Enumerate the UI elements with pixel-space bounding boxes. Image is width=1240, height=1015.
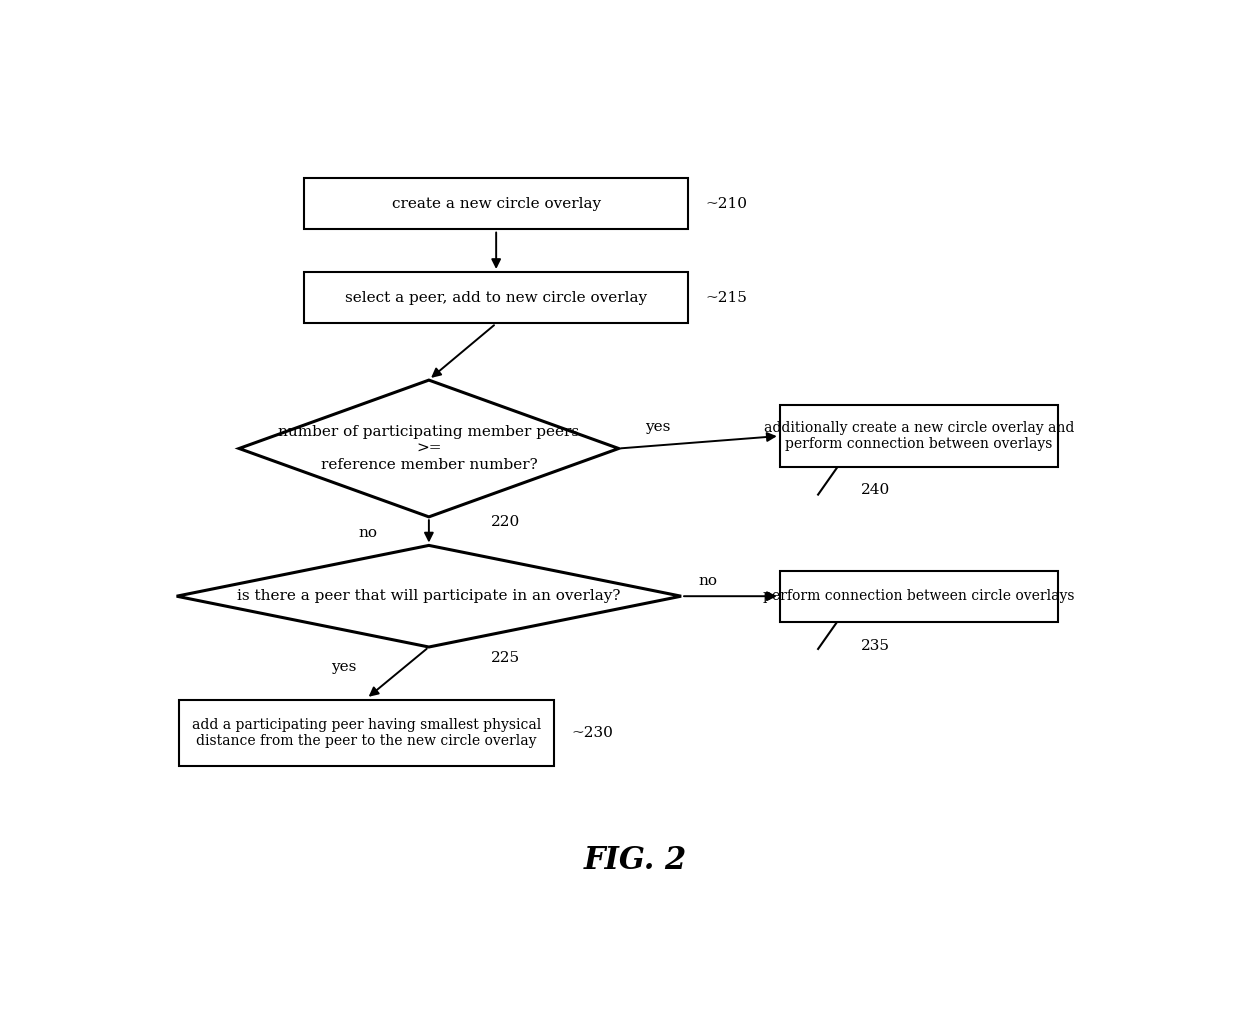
Text: ~230: ~230 [572,726,613,740]
Text: no: no [698,574,717,589]
Bar [780,405,1058,467]
Polygon shape [176,545,681,647]
Text: FIG. 2: FIG. 2 [584,844,687,876]
Text: create a new circle overlay: create a new circle overlay [392,197,600,211]
Polygon shape [239,380,619,517]
Text: yes: yes [645,420,671,434]
Text: 220: 220 [491,515,521,529]
Text: ~210: ~210 [706,197,748,211]
Text: is there a peer that will participate in an overlay?: is there a peer that will participate in… [237,589,621,603]
Text: 225: 225 [491,651,521,665]
Text: 235: 235 [862,639,890,654]
Text: 240: 240 [862,483,890,497]
Text: no: no [358,526,378,540]
Bar [780,570,1058,621]
Text: perform connection between circle overlays: perform connection between circle overla… [764,589,1075,603]
Text: select a peer, add to new circle overlay: select a peer, add to new circle overlay [345,290,647,304]
Text: number of participating member peers
>=
reference member number?: number of participating member peers >= … [278,425,579,472]
Text: ~215: ~215 [706,290,748,304]
Text: add a participating peer having smallest physical
distance from the peer to the : add a participating peer having smallest… [192,718,541,748]
Bar [304,179,688,229]
Text: yes: yes [331,661,356,674]
Text: additionally create a new circle overlay and
perform connection between overlays: additionally create a new circle overlay… [764,421,1074,451]
Bar [304,272,688,323]
Bar [179,699,554,766]
